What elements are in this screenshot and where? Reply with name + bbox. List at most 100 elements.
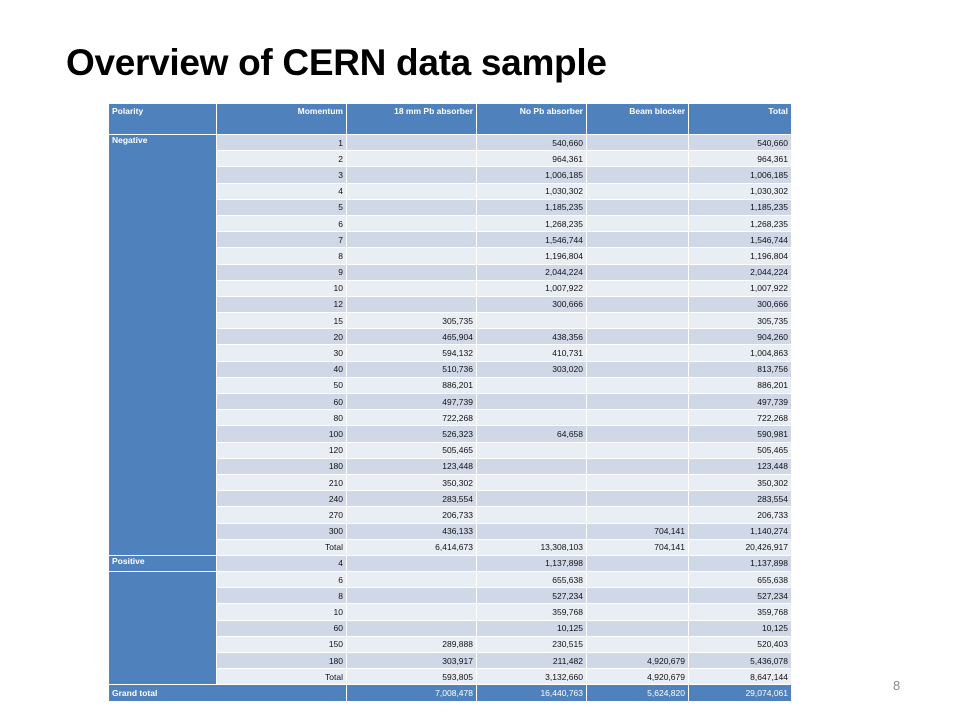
total-cell: 1,546,744 [688,231,792,249]
positive-row: 180 303,917 211,482 4,920,679 5,436,078 [109,651,792,670]
total-cell: 1,007,922 [688,279,792,297]
pb-absorber-cell: 283,554 [346,490,477,508]
momentum-cell: Total [216,538,347,556]
no-pb-absorber-cell: 1,185,235 [476,198,587,216]
no-pb-absorber-cell: 13,308,103 [476,538,587,556]
beam-blocker-cell [586,571,689,589]
no-pb-absorber-cell: 1,137,898 [476,554,587,573]
pb-absorber-cell [346,231,477,249]
momentum-cell: 100 [216,425,347,443]
pb-absorber-cell [346,619,477,637]
beam-blocker-cell [586,603,689,621]
beam-blocker-cell [586,182,689,200]
pb-absorber-cell: 510,736 [346,360,477,378]
pb-absorber-cell [346,247,477,265]
pb-absorber-cell: 594,132 [346,344,477,362]
table-header-row: Polarity Momentum 18 mm Pb absorber No P… [108,103,792,135]
momentum-cell: 20 [216,328,347,346]
pb-absorber-cell [346,166,477,184]
no-pb-absorber-cell [476,522,587,540]
negative-row: 50 886,201 886,201 [109,376,792,395]
beam-blocker-cell [586,150,689,168]
no-pb-absorber-cell: 438,356 [476,328,587,346]
no-pb-absorber-cell: 2,044,224 [476,263,587,281]
momentum-cell: 240 [216,490,347,508]
momentum-cell: 80 [216,409,347,427]
beam-blocker-cell [586,441,689,459]
beam-blocker-cell [586,490,689,508]
beam-blocker-cell: 704,141 [586,522,689,540]
header-no-pb-absorber: No Pb absorber [476,103,587,135]
momentum-cell: 6 [216,214,347,233]
pb-absorber-cell: 436,133 [346,522,477,540]
momentum-cell: 4 [216,182,347,200]
no-pb-absorber-cell [476,409,587,427]
beam-blocker-cell [586,247,689,265]
no-pb-absorber-cell: 655,638 [476,571,587,589]
no-pb-absorber-cell: 1,030,302 [476,182,587,200]
no-pb-absorber-cell [476,392,587,411]
total-cell: 206,733 [688,506,792,524]
negative-row: Negative 1 540,660 540,660 [108,133,792,556]
total-cell: 283,554 [688,490,792,508]
momentum-cell: 1 [216,133,347,152]
momentum-cell: 6 [216,571,347,589]
grand-total-row: Grand total 7,008,478 16,440,763 5,624,820 2… [108,684,792,702]
pb-absorber-cell: 6,414,673 [346,538,477,556]
beam-blocker-cell [586,295,689,314]
total-cell: 540,660 [688,133,792,152]
total-cell: 305,735 [688,312,792,330]
beam-blocker-cell: 4,920,679 [586,668,689,686]
no-pb-absorber-cell: 540,660 [476,133,587,152]
grand-total-beam-blocker: 5,624,820 [586,684,689,702]
negative-row: 210 350,302 350,302 [109,473,792,492]
negative-row: 300 436,133 704,141 1,140,274 [109,522,792,540]
no-pb-absorber-cell: 1,546,744 [476,231,587,249]
beam-blocker-cell [586,619,689,637]
momentum-cell: 8 [216,247,347,265]
total-cell: 886,201 [688,376,792,395]
total-cell: 722,268 [688,409,792,427]
beam-blocker-cell [586,328,689,346]
beam-blocker-cell [586,279,689,297]
total-cell: 505,465 [688,441,792,459]
pb-absorber-cell: 123,448 [346,457,477,475]
no-pb-absorber-cell: 303,020 [476,360,587,378]
pb-absorber-cell: 497,739 [346,392,477,411]
header-momentum: Momentum [216,103,347,135]
pb-absorber-cell: 465,904 [346,328,477,346]
total-cell: 590,981 [688,425,792,443]
no-pb-absorber-cell [476,312,587,330]
momentum-cell: 30 [216,344,347,362]
positive-total-row: Total 593,805 3,132,660 4,920,679 8,647,144 [109,668,792,686]
total-cell: 359,768 [688,603,792,621]
negative-row: 40 510,736 303,020 813,756 [109,360,792,378]
momentum-cell: 180 [216,651,347,670]
no-pb-absorber-cell: 230,515 [476,635,587,654]
beam-blocker-cell [586,133,689,152]
negative-row: 10 1,007,922 1,007,922 [109,279,792,297]
momentum-cell: 2 [216,150,347,168]
total-cell: 1,004,863 [688,344,792,362]
no-pb-absorber-cell [476,473,587,492]
pb-absorber-cell [346,603,477,621]
total-cell: 8,647,144 [688,668,792,686]
negative-polarity-label: Negative [108,134,217,556]
grand-total-total: 29,074,061 [688,684,792,702]
beam-blocker-cell [586,506,689,524]
total-cell: 497,739 [688,392,792,411]
pb-absorber-cell [346,263,477,281]
no-pb-absorber-cell: 410,731 [476,344,587,362]
beam-blocker-cell [586,312,689,330]
grand-total-no-pb-absorber: 16,440,763 [476,684,587,702]
no-pb-absorber-cell: 1,006,185 [476,166,587,184]
momentum-cell: 12 [216,295,347,314]
total-cell: 1,185,235 [688,198,792,216]
negative-row: 120 505,465 505,465 [109,441,792,459]
momentum-cell: 7 [216,231,347,249]
momentum-cell: 50 [216,376,347,395]
no-pb-absorber-cell: 1,268,235 [476,214,587,233]
pb-absorber-cell [346,571,477,589]
pb-absorber-cell: 722,268 [346,409,477,427]
positive-polarity-label: Positive [108,554,217,573]
